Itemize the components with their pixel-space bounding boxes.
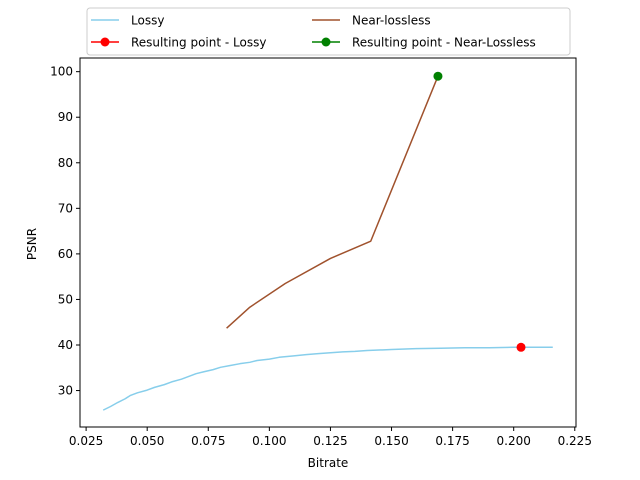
y-tick-label: 60 xyxy=(58,247,73,261)
axes-layer: 0.025 0.050 0.075 0.100 0.125 0.150 0.175 0.200… xyxy=(50,65,592,448)
y-tick-label: 50 xyxy=(58,292,73,306)
y-tick-label: 30 xyxy=(58,384,73,398)
legend: Lossy Resulting point - Lossy Near-lossles… xyxy=(86,7,571,56)
y-axis-label: PSNR xyxy=(25,228,39,260)
y-tick-label: 40 xyxy=(58,338,73,352)
x-tick-label: 0.050 xyxy=(130,434,164,448)
legend-label-resulting-point-near-lossless: Resulting point - Near-Lossless xyxy=(352,36,536,50)
legend-box xyxy=(86,7,571,56)
axes-frame xyxy=(79,57,577,428)
legend-marker-resulting-point-near-lossless xyxy=(321,37,331,47)
legend-marker-resulting-point-lossy xyxy=(100,37,110,47)
y-tick-label: 80 xyxy=(58,156,73,170)
point-resulting-point-near-lossless xyxy=(433,71,443,81)
x-tick-label: 0.075 xyxy=(191,434,225,448)
series-line-near-lossless xyxy=(226,75,439,329)
legend-label-near-lossless: Near-lossless xyxy=(352,14,431,28)
x-axis-label: Bitrate xyxy=(308,456,349,470)
x-tick-label: 0.200 xyxy=(497,434,531,448)
point-resulting-point-lossy xyxy=(516,342,526,352)
legend-label-lossy: Lossy xyxy=(131,14,164,28)
y-tick-label: 70 xyxy=(58,201,73,215)
plot-area xyxy=(79,57,577,428)
series-layer xyxy=(102,71,553,411)
x-tick-label: 0.175 xyxy=(435,434,469,448)
y-tick-label: 90 xyxy=(58,110,73,124)
x-tick-label: 0.225 xyxy=(558,434,592,448)
x-tick-label: 0.100 xyxy=(252,434,286,448)
series-line-lossy xyxy=(102,346,553,411)
y-tick-label: 100 xyxy=(50,65,73,79)
legend-label-resulting-point-lossy: Resulting point - Lossy xyxy=(131,36,266,50)
x-tick-label: 0.125 xyxy=(313,434,347,448)
x-tick-label: 0.150 xyxy=(374,434,408,448)
x-tick-label: 0.025 xyxy=(69,434,103,448)
